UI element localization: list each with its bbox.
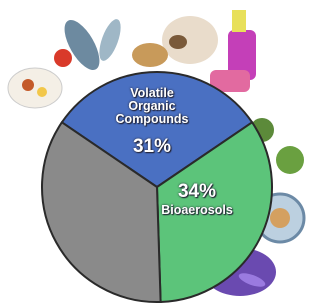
page: Volatile Organic Compounds 31% 34% Bioaeros… [0, 0, 313, 305]
slice-label: Volatile Organic Compounds [107, 87, 197, 126]
slice-label: Bioaerosols [152, 204, 242, 217]
value-label: 34% [167, 182, 227, 202]
value-label: 31% [122, 137, 182, 157]
